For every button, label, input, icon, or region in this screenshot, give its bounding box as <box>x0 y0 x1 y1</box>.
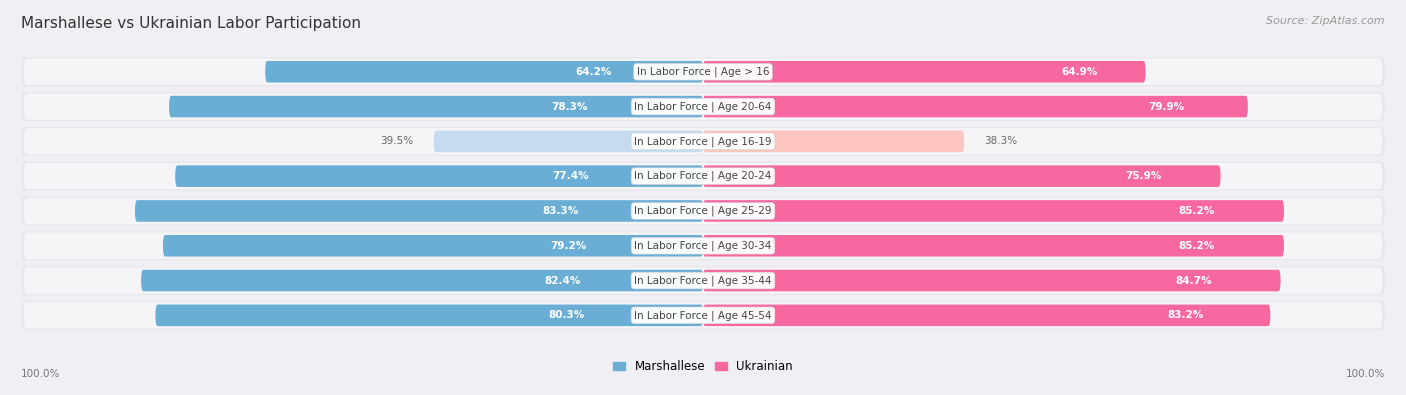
FancyBboxPatch shape <box>703 200 1284 222</box>
FancyBboxPatch shape <box>163 235 703 256</box>
FancyBboxPatch shape <box>703 305 1271 326</box>
Text: In Labor Force | Age 35-44: In Labor Force | Age 35-44 <box>634 275 772 286</box>
FancyBboxPatch shape <box>21 127 1385 156</box>
FancyBboxPatch shape <box>433 131 703 152</box>
FancyBboxPatch shape <box>21 196 1385 226</box>
Text: 85.2%: 85.2% <box>1178 206 1215 216</box>
Text: 39.5%: 39.5% <box>380 136 413 147</box>
Text: In Labor Force | Age 20-24: In Labor Force | Age 20-24 <box>634 171 772 181</box>
FancyBboxPatch shape <box>135 200 703 222</box>
FancyBboxPatch shape <box>703 166 1220 187</box>
FancyBboxPatch shape <box>24 58 1382 85</box>
FancyBboxPatch shape <box>21 266 1385 295</box>
Text: 85.2%: 85.2% <box>1178 241 1215 251</box>
Text: In Labor Force | Age 20-64: In Labor Force | Age 20-64 <box>634 101 772 112</box>
Text: 100.0%: 100.0% <box>21 369 60 379</box>
FancyBboxPatch shape <box>24 93 1382 120</box>
Text: 82.4%: 82.4% <box>544 276 581 286</box>
Text: In Labor Force | Age > 16: In Labor Force | Age > 16 <box>637 66 769 77</box>
Text: 64.9%: 64.9% <box>1062 67 1097 77</box>
Text: In Labor Force | Age 16-19: In Labor Force | Age 16-19 <box>634 136 772 147</box>
FancyBboxPatch shape <box>703 96 1249 117</box>
Text: 80.3%: 80.3% <box>548 310 585 320</box>
FancyBboxPatch shape <box>266 61 703 83</box>
FancyBboxPatch shape <box>21 162 1385 191</box>
FancyBboxPatch shape <box>21 92 1385 121</box>
Text: 83.3%: 83.3% <box>543 206 579 216</box>
Text: 100.0%: 100.0% <box>1346 369 1385 379</box>
FancyBboxPatch shape <box>176 166 703 187</box>
Text: In Labor Force | Age 25-29: In Labor Force | Age 25-29 <box>634 206 772 216</box>
FancyBboxPatch shape <box>703 235 1284 256</box>
Legend: Marshallese, Ukrainian: Marshallese, Ukrainian <box>609 355 797 378</box>
Text: Source: ZipAtlas.com: Source: ZipAtlas.com <box>1267 16 1385 26</box>
FancyBboxPatch shape <box>21 231 1385 260</box>
FancyBboxPatch shape <box>24 198 1382 224</box>
Text: Marshallese vs Ukrainian Labor Participation: Marshallese vs Ukrainian Labor Participa… <box>21 16 361 31</box>
Text: 77.4%: 77.4% <box>553 171 589 181</box>
Text: 38.3%: 38.3% <box>984 136 1018 147</box>
FancyBboxPatch shape <box>24 233 1382 259</box>
FancyBboxPatch shape <box>24 267 1382 294</box>
FancyBboxPatch shape <box>21 57 1385 87</box>
Text: 75.9%: 75.9% <box>1125 171 1161 181</box>
FancyBboxPatch shape <box>169 96 703 117</box>
Text: In Labor Force | Age 45-54: In Labor Force | Age 45-54 <box>634 310 772 321</box>
FancyBboxPatch shape <box>703 131 965 152</box>
Text: 64.2%: 64.2% <box>575 67 612 77</box>
Text: 79.9%: 79.9% <box>1149 102 1184 111</box>
FancyBboxPatch shape <box>156 305 703 326</box>
FancyBboxPatch shape <box>21 301 1385 330</box>
FancyBboxPatch shape <box>24 128 1382 154</box>
FancyBboxPatch shape <box>703 61 1146 83</box>
Text: In Labor Force | Age 30-34: In Labor Force | Age 30-34 <box>634 241 772 251</box>
Text: 84.7%: 84.7% <box>1175 276 1212 286</box>
FancyBboxPatch shape <box>141 270 703 292</box>
Text: 78.3%: 78.3% <box>551 102 588 111</box>
FancyBboxPatch shape <box>24 163 1382 189</box>
FancyBboxPatch shape <box>24 302 1382 329</box>
FancyBboxPatch shape <box>703 270 1281 292</box>
Text: 83.2%: 83.2% <box>1167 310 1204 320</box>
Text: 79.2%: 79.2% <box>550 241 586 251</box>
